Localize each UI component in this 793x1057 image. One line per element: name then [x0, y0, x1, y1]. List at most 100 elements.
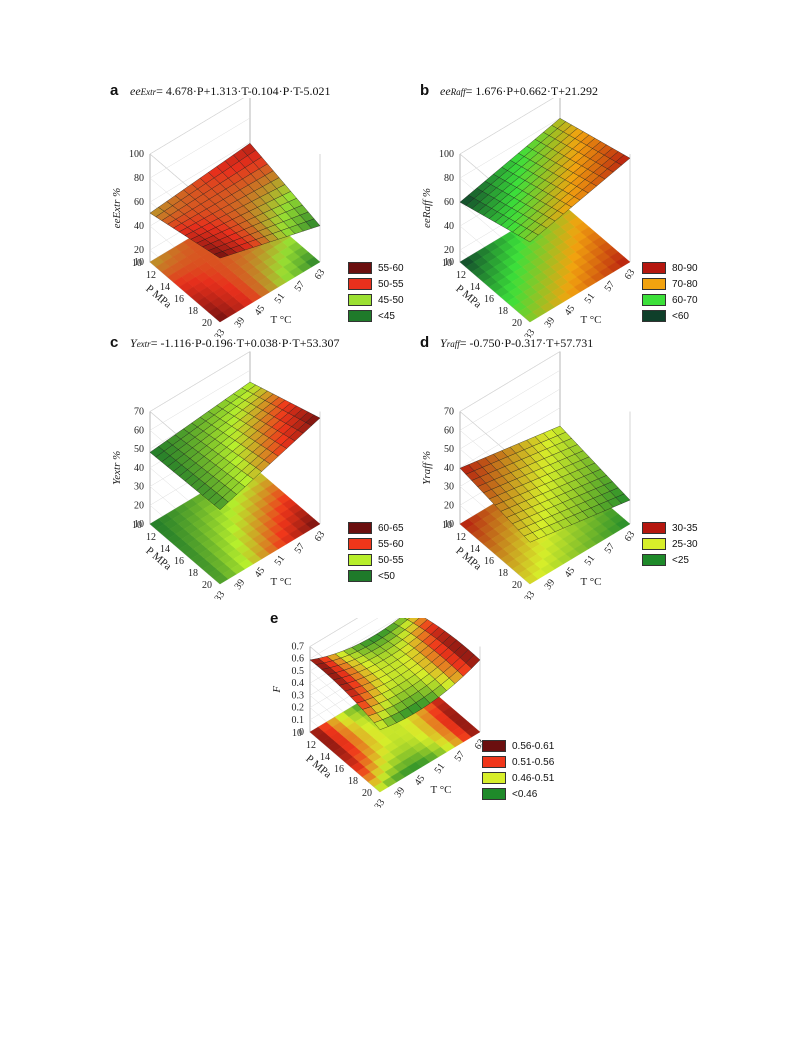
p-tick-label: 16 [484, 294, 494, 305]
legend-label: 60-70 [672, 294, 698, 306]
legend-swatch [642, 294, 666, 306]
legend: 80-90 70-80 60-70 <60 [642, 260, 698, 324]
panel-letter: e [270, 610, 279, 627]
legend-item: 55-60 [348, 536, 404, 552]
legend-item: 45-50 [348, 292, 404, 308]
legend-label: <50 [378, 570, 395, 582]
z-tick-label: 50 [134, 444, 144, 455]
z-tick-label: 20 [134, 500, 144, 511]
p-tick-label: 16 [484, 556, 494, 567]
legend-label: 50-55 [378, 278, 404, 290]
p-tick-label: 12 [306, 740, 316, 751]
z-tick-label: 30 [134, 482, 144, 493]
t-axis-label: T °C [270, 576, 291, 588]
top-edge [149, 98, 244, 155]
legend-item: <0.46 [482, 786, 554, 802]
legend: 55-60 50-55 45-50 <45 [348, 260, 404, 324]
p-tick-label: 18 [188, 306, 198, 317]
surface-mesh [149, 381, 321, 510]
z-gridline [459, 98, 554, 155]
z-tick-label: 10 [134, 257, 144, 268]
z-gridline [149, 117, 251, 179]
panel-b: b eeRaff= 1.676·P+0.662·T+21.292 100 80 60… [420, 82, 720, 338]
z-gridline [149, 351, 251, 412]
p-tick-label: 16 [334, 764, 344, 775]
legend-label: 30-35 [672, 522, 698, 534]
z-tick-label: 20 [444, 500, 454, 511]
z-tick-label: 40 [134, 463, 144, 474]
p-tick-label: 10 [132, 258, 142, 269]
t-tick-label: 63 [313, 529, 328, 544]
legend-item: <50 [348, 568, 404, 584]
z-gridline [309, 618, 379, 659]
legend-item: 55-60 [348, 260, 404, 276]
p-tick-label: 20 [202, 580, 212, 591]
z-tick-label: 10 [444, 257, 454, 268]
legend-item: <25 [642, 552, 698, 568]
p-tick-label: 10 [292, 728, 302, 739]
legend-label: <25 [672, 554, 689, 566]
surface-cell [523, 532, 539, 543]
z-tick-label: 40 [444, 463, 454, 474]
t-tick-label: 57 [293, 279, 308, 294]
floor-cell [305, 256, 321, 268]
panel-letter: c [110, 334, 119, 351]
panel-equation: eeExtr= 4.678·P+1.313·T-0.104·P·T-5.021 [130, 84, 331, 98]
p-tick-label: 14 [320, 752, 330, 763]
panel-e: e 0.7 0.6 0.5 0.4 0.3 0.2 0.1 0 F 10 12 14 16 18 20 P M… [270, 608, 570, 808]
z-gridline [149, 370, 251, 431]
z-tick-label: 20 [444, 245, 454, 256]
z-gridline [459, 117, 561, 179]
legend-item: 0.46-0.51 [482, 770, 554, 786]
z-tick-label: 60 [444, 425, 454, 436]
legend-swatch [348, 538, 372, 550]
floor-cell [615, 256, 631, 268]
p-tick-label: 16 [174, 294, 184, 305]
p-tick-label: 12 [146, 270, 156, 281]
p-tick-label: 10 [442, 520, 452, 531]
legend-item: 60-65 [348, 520, 404, 536]
legend-label: <60 [672, 310, 689, 322]
legend-swatch [482, 756, 506, 768]
z-gridline [309, 618, 358, 647]
legend-swatch [348, 522, 372, 534]
panel-a: a eeExtr= 4.678·P+1.313·T-0.104·P·T-5.02… [110, 82, 410, 338]
legend-label: 0.51-0.56 [512, 756, 555, 768]
t-tick-label: 33 [523, 589, 538, 600]
z-tick-label: 0 [299, 727, 304, 738]
p-tick-label: 14 [160, 544, 170, 555]
t-tick-label: 57 [603, 541, 618, 556]
surface-cell [373, 719, 389, 730]
t-tick-label: 51 [273, 553, 288, 568]
z-gridline [459, 388, 561, 450]
t-tick-label: 39 [543, 577, 558, 592]
p-tick-label: 14 [160, 282, 170, 293]
t-tick-label: 39 [233, 577, 248, 592]
p-tick-label: 10 [132, 520, 142, 531]
legend: 60-65 55-60 50-55 <50 [348, 520, 404, 584]
legend-label: 45-50 [378, 294, 404, 306]
z-tick-label: 70 [444, 407, 454, 418]
z-tick-label: 0.1 [292, 715, 305, 726]
legend-swatch [348, 278, 372, 290]
z-axis-label: Yraff % [421, 451, 433, 485]
t-tick-label: 51 [583, 553, 598, 568]
legend: 30-35 25-30 <25 [642, 520, 698, 568]
p-tick-label: 12 [456, 532, 466, 543]
t-tick-label: 51 [583, 291, 598, 306]
legend-item: 0.51-0.56 [482, 754, 554, 770]
t-tick-label: 39 [543, 315, 558, 330]
floor-cell [615, 518, 631, 530]
legend-item: 70-80 [642, 276, 698, 292]
surface-cell [213, 251, 229, 259]
legend-swatch [642, 554, 666, 566]
p-tick-label: 18 [498, 568, 508, 579]
legend-swatch [642, 278, 666, 290]
legend-label: 50-55 [378, 554, 404, 566]
legend-swatch [482, 772, 506, 784]
legend-item: 25-30 [642, 536, 698, 552]
t-tick-label: 39 [233, 315, 248, 330]
panel-letter: a [110, 82, 119, 99]
z-tick-label: 0.6 [292, 654, 305, 665]
